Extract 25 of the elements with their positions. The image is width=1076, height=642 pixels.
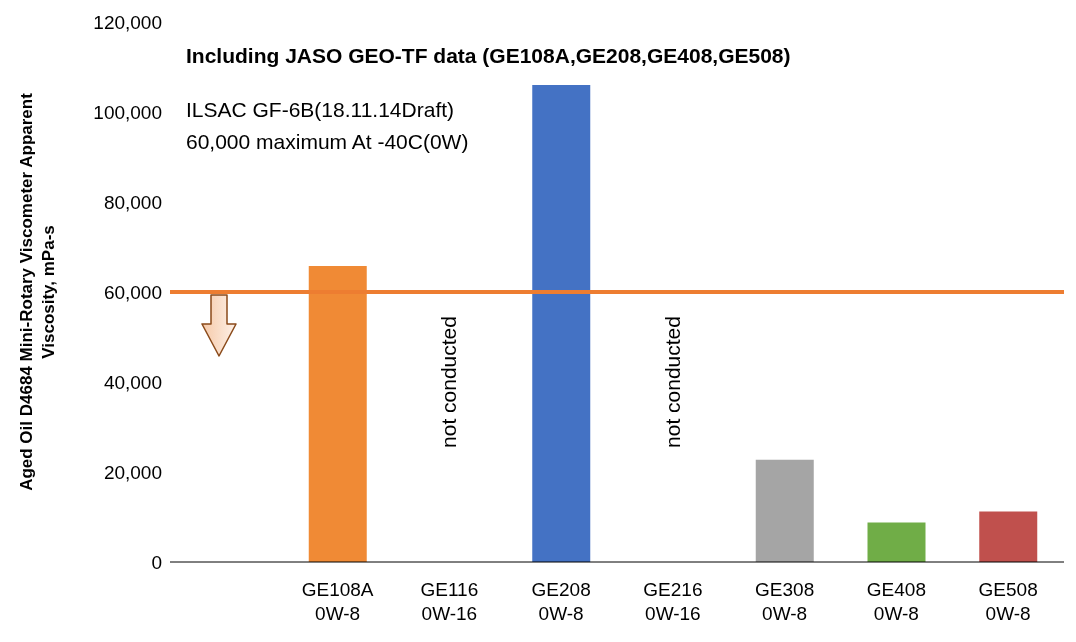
x-tick-label: GE308 0W-8: [755, 579, 815, 624]
x-tick-label: GE508 0W-8: [978, 579, 1038, 624]
annotation: not conducted: [437, 316, 461, 448]
y-tick-label: 0: [151, 551, 162, 573]
annotation: ILSAC GF-6B(18.11.14Draft): [186, 97, 456, 123]
bar: [308, 265, 367, 562]
y-tick-label: 60,000: [103, 281, 162, 303]
x-tick-label: GE408 0W-8: [866, 579, 926, 624]
bar: [532, 85, 591, 562]
annotation: 60,000 maximum At -40C(0W): [186, 129, 470, 155]
x-tick-label: GE216 0W-16: [643, 579, 703, 624]
y-tick-label: 40,000: [103, 371, 162, 393]
x-tick-label: GE208 0W-8: [531, 579, 591, 624]
annotation: Including JASO GEO-TF data (GE108A,GE208,GE408,GE508): [186, 43, 791, 69]
bar: [755, 459, 814, 562]
x-tick-label: GE108A 0W-8: [301, 579, 374, 624]
y-tick-label: 100,000: [93, 101, 162, 123]
bar: [867, 522, 926, 562]
x-tick-label: GE116 0W-16: [420, 579, 479, 624]
bar: [979, 511, 1038, 562]
y-tick-label: 80,000: [103, 191, 162, 213]
y-tick-label: 120,000: [93, 11, 162, 33]
y-tick-label: 20,000: [103, 461, 162, 483]
y-axis-title: Aged Oil D4684 Mini-Rotary Viscometer Apparent Viscosity, mPa-s: [17, 92, 58, 491]
annotation: not conducted: [660, 316, 684, 448]
